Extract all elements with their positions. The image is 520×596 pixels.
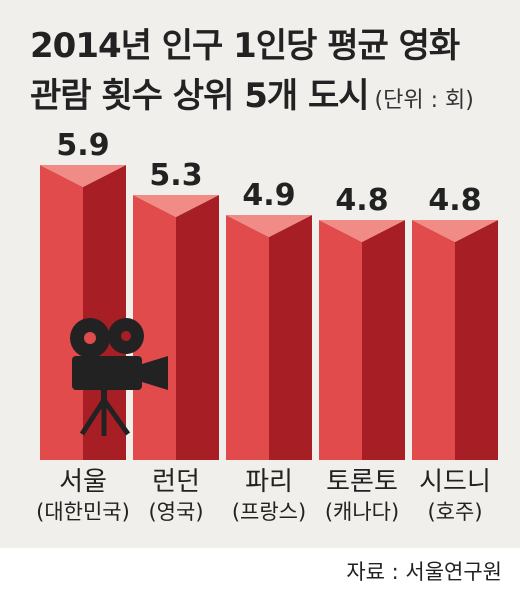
city-name: 런던 (152, 467, 200, 497)
tripod-leg-left (79, 398, 107, 436)
bar-top (226, 215, 312, 237)
bar-face-right (269, 215, 312, 460)
category-label-2: 런던 (영국) (126, 466, 226, 526)
bar-top (133, 195, 219, 217)
category-label-4: 토론토 (캐나다) (312, 466, 412, 526)
bar-face-left (226, 215, 269, 460)
bar-top (319, 220, 405, 242)
bar-face-right (362, 220, 405, 460)
source-note: 자료 : 서울연구원 (346, 560, 502, 584)
bar-face-left (40, 165, 83, 460)
unit-label: (단위 : 회) (374, 88, 474, 113)
tripod-leg-right (101, 398, 131, 436)
bar-face-left (412, 220, 455, 460)
city-name: 파리 (245, 467, 293, 497)
category-label-1: 서울 (대한민국) (33, 466, 133, 526)
chart-title-line1: 2014년 인구 1인당 평균 영화 (30, 26, 460, 66)
camera-lens (142, 356, 168, 390)
bar-2 (133, 195, 219, 460)
bar-4 (319, 220, 405, 460)
city-name: 토론토 (326, 467, 398, 497)
country-name: (호주) (427, 500, 483, 524)
camera-body (72, 356, 142, 390)
bar-5 (412, 220, 498, 460)
country-name: (대한민국) (36, 500, 130, 524)
data-label-2: 5.3 (149, 158, 202, 193)
city-name: 시드니 (419, 467, 491, 497)
country-name: (캐나다) (324, 500, 400, 524)
data-label-5: 4.8 (428, 183, 481, 218)
category-label-3: 파리 (프랑스) (219, 466, 319, 526)
country-name: (영국) (148, 500, 204, 524)
bar-top (412, 220, 498, 242)
data-label-1: 5.9 (56, 128, 109, 163)
bar-face-right (455, 220, 498, 460)
country-name: (프랑스) (231, 500, 307, 524)
bar-chart: 5.9 5.3 4.9 4.8 4.8 (40, 128, 498, 460)
camera-reel-left-hub (84, 332, 96, 344)
film-camera-icon (70, 318, 168, 436)
bar-face-left (319, 220, 362, 460)
data-label-3: 4.9 (242, 178, 295, 213)
city-name: 서울 (59, 467, 107, 497)
camera-reel-right-hub (121, 331, 131, 341)
category-label-5: 시드니 (호주) (405, 466, 505, 526)
bar-top (40, 165, 126, 187)
data-label-4: 4.8 (335, 183, 388, 218)
chart-title-line2: 관람 횟수 상위 5개 도시 (단위 : 회) (30, 76, 474, 116)
bar-face-right (176, 195, 219, 460)
bar-3 (226, 215, 312, 460)
bar-face-left (133, 195, 176, 460)
